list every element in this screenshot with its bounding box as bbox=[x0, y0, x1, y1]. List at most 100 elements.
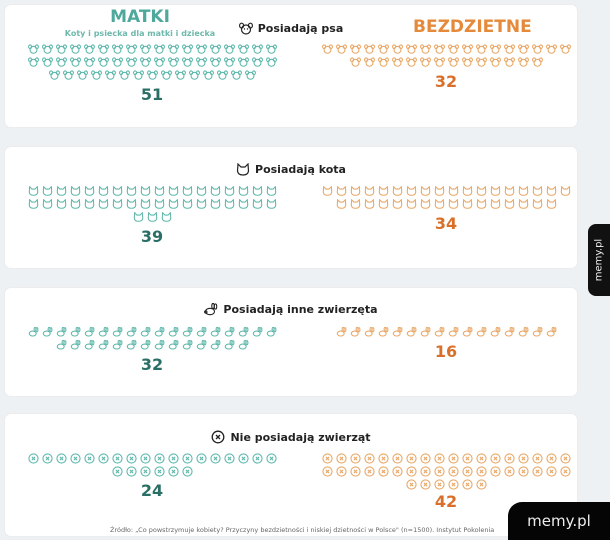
bezdzietne-none-pictogram: 42 bbox=[311, 452, 581, 511]
x-pictogram-icon bbox=[236, 452, 250, 464]
dog-pictogram-icon bbox=[96, 43, 110, 55]
x-pictogram-icon bbox=[460, 465, 474, 477]
rabbit-pictogram-icon bbox=[250, 326, 264, 338]
dog-pictogram-icon bbox=[446, 43, 460, 55]
dog-pictogram-icon bbox=[348, 56, 362, 68]
dog-pictogram-icon bbox=[530, 56, 544, 68]
dog-pictogram-icon bbox=[250, 43, 264, 55]
rabbit-pictogram-icon bbox=[54, 326, 68, 338]
x-pictogram-icon bbox=[502, 452, 516, 464]
x-pictogram-icon bbox=[418, 465, 432, 477]
dog-pictogram-icon bbox=[187, 69, 201, 81]
rabbit-pictogram-icon bbox=[390, 326, 404, 338]
cat-pictogram-icon bbox=[376, 198, 390, 210]
cat-pictogram-icon bbox=[446, 198, 460, 210]
x-pictogram-icon bbox=[530, 465, 544, 477]
x-pictogram-icon bbox=[54, 452, 68, 464]
rabbit-pictogram-icon bbox=[432, 326, 446, 338]
cat-pictogram-icon bbox=[54, 185, 68, 197]
source-note: Źródło: „Co powstrzymuje kobiety? Przycz… bbox=[110, 526, 495, 534]
cat-pictogram-icon bbox=[320, 185, 334, 197]
cat-icon bbox=[236, 162, 255, 176]
dog-pictogram-icon bbox=[152, 56, 166, 68]
dog-pictogram-icon bbox=[131, 69, 145, 81]
cat-pictogram-icon bbox=[26, 198, 40, 210]
x-pictogram-icon bbox=[460, 452, 474, 464]
rabbit-icon bbox=[204, 302, 223, 316]
cat-pictogram-icon bbox=[208, 198, 222, 210]
cat-pictogram-icon bbox=[348, 198, 362, 210]
rabbit-pictogram-icon bbox=[166, 326, 180, 338]
rabbit-pictogram-icon bbox=[26, 326, 40, 338]
dog-pictogram-icon bbox=[418, 56, 432, 68]
watermark-side[interactable]: memy.pl bbox=[588, 224, 610, 296]
rabbit-pictogram-icon bbox=[152, 339, 166, 351]
rabbit-pictogram-icon bbox=[166, 339, 180, 351]
dog-pictogram-icon bbox=[390, 56, 404, 68]
cat-pictogram-icon bbox=[530, 198, 544, 210]
card-dog: MATKI Koty i psiecka dla matki i dziecka… bbox=[5, 5, 577, 127]
x-pictogram-icon bbox=[40, 452, 54, 464]
watermark-bottom[interactable]: memy.pl bbox=[508, 502, 610, 540]
dog-pictogram-icon bbox=[334, 43, 348, 55]
x-pictogram-icon bbox=[474, 465, 488, 477]
cat-pictogram-icon bbox=[460, 185, 474, 197]
cat-pictogram-icon bbox=[390, 185, 404, 197]
cat-pictogram-icon bbox=[362, 198, 376, 210]
x-pictogram-icon bbox=[334, 452, 348, 464]
cat-pictogram-icon bbox=[432, 198, 446, 210]
cat-pictogram-icon bbox=[96, 185, 110, 197]
matki-title: MATKI bbox=[110, 7, 170, 27]
dog-pictogram-icon bbox=[68, 56, 82, 68]
dog-pictogram-icon bbox=[54, 43, 68, 55]
rabbit-pictogram-icon bbox=[208, 326, 222, 338]
dog-pictogram-icon bbox=[215, 69, 229, 81]
cat-pictogram-icon bbox=[488, 198, 502, 210]
x-pictogram-icon bbox=[96, 452, 110, 464]
x-pictogram-icon bbox=[222, 452, 236, 464]
rabbit-pictogram-icon bbox=[110, 326, 124, 338]
cat-pictogram-icon bbox=[194, 198, 208, 210]
rabbit-pictogram-icon bbox=[124, 326, 138, 338]
dog-pictogram-icon bbox=[201, 69, 215, 81]
x-pictogram-icon bbox=[166, 452, 180, 464]
dog-pictogram-icon bbox=[348, 43, 362, 55]
x-pictogram-icon bbox=[432, 452, 446, 464]
cat-pictogram-icon bbox=[152, 185, 166, 197]
x-pictogram-icon bbox=[348, 465, 362, 477]
x-pictogram-icon bbox=[26, 452, 40, 464]
dog-pictogram-icon bbox=[82, 43, 96, 55]
cat-pictogram-icon bbox=[264, 198, 278, 210]
section-title-cat: Posiadają kota bbox=[5, 162, 577, 176]
dog-pictogram-icon bbox=[180, 56, 194, 68]
rabbit-pictogram-icon bbox=[138, 326, 152, 338]
dog-pictogram-icon bbox=[138, 56, 152, 68]
dog-pictogram-icon bbox=[208, 56, 222, 68]
x-pictogram-icon bbox=[446, 452, 460, 464]
cat-pictogram-icon bbox=[558, 185, 572, 197]
bezdzietne-cat-pictogram: 34 bbox=[311, 185, 581, 233]
cat-pictogram-icon bbox=[54, 198, 68, 210]
dog-pictogram-icon bbox=[460, 56, 474, 68]
cat-pictogram-icon bbox=[159, 211, 173, 223]
dog-pictogram-icon bbox=[432, 43, 446, 55]
x-pictogram-icon bbox=[334, 465, 348, 477]
section-title-dog: Posiadają psa bbox=[5, 22, 577, 35]
dog-pictogram-icon bbox=[138, 43, 152, 55]
x-pictogram-icon bbox=[390, 465, 404, 477]
dog-pictogram-icon bbox=[124, 43, 138, 55]
dog-pictogram-icon bbox=[474, 56, 488, 68]
dog-pictogram-icon bbox=[250, 56, 264, 68]
dog-pictogram-icon bbox=[103, 69, 117, 81]
dog-pictogram-icon bbox=[502, 56, 516, 68]
x-pictogram-icon bbox=[110, 465, 124, 477]
dog-pictogram-icon bbox=[110, 43, 124, 55]
rabbit-pictogram-icon bbox=[96, 326, 110, 338]
matki-dog-pictogram: 51 bbox=[17, 43, 287, 104]
cat-pictogram-icon bbox=[418, 185, 432, 197]
dog-pictogram-icon bbox=[40, 43, 54, 55]
cat-pictogram-icon bbox=[348, 185, 362, 197]
dog-pictogram-icon bbox=[145, 69, 159, 81]
rabbit-pictogram-icon bbox=[208, 339, 222, 351]
x-pictogram-icon bbox=[138, 452, 152, 464]
